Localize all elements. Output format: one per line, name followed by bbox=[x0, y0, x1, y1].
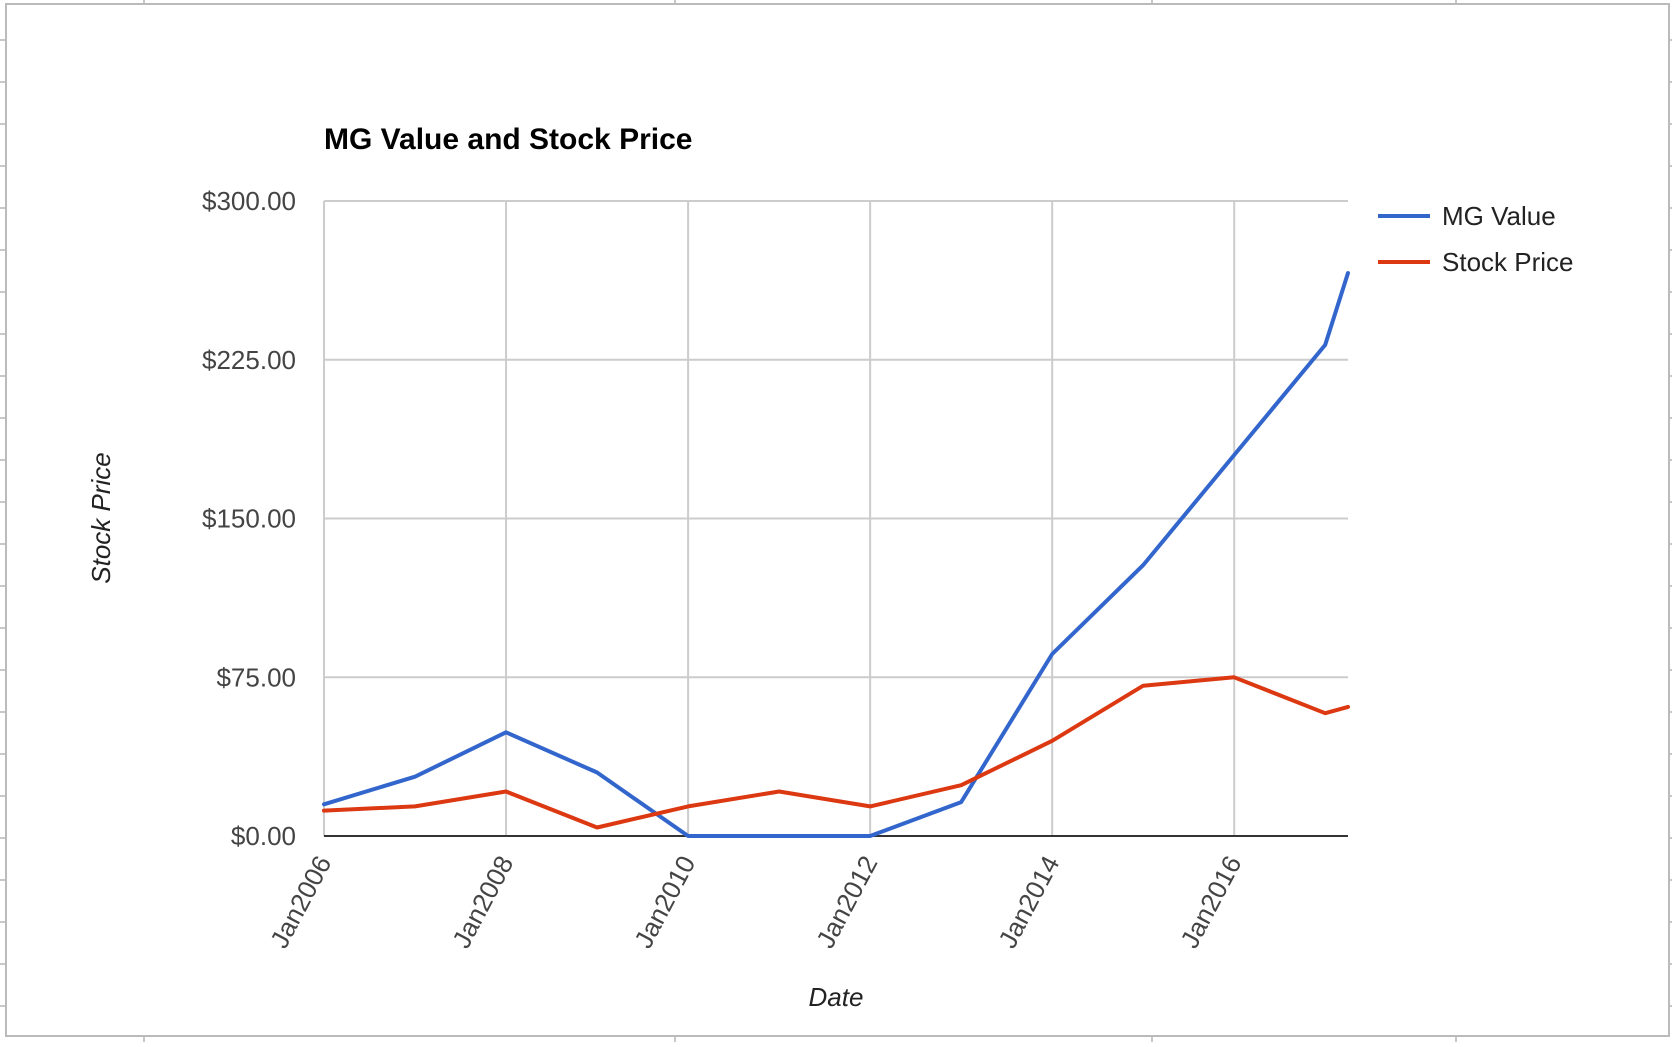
plot-grid bbox=[323, 200, 1348, 836]
chart-area bbox=[5, 3, 1670, 1037]
chart-legend: MG Value Stock Price bbox=[1378, 201, 1574, 277]
series-lines bbox=[322, 271, 1350, 838]
x-axis-title: Date bbox=[809, 982, 864, 1012]
chart-title: MG Value and Stock Price bbox=[324, 123, 692, 156]
series-line-mg-value bbox=[322, 271, 1350, 838]
series-line-stock-price bbox=[322, 675, 1350, 830]
y-axis-ticks: $0.00 $75.00 $150.00 $225.00 $300.00 bbox=[202, 186, 296, 851]
y-tick-label: $300.00 bbox=[202, 186, 296, 216]
y-tick-label: $0.00 bbox=[231, 821, 296, 851]
y-tick-label: $75.00 bbox=[216, 662, 296, 692]
y-axis-title: Stock Price bbox=[86, 452, 116, 584]
legend-label-stock-price: Stock Price bbox=[1442, 247, 1574, 277]
y-tick-label: $150.00 bbox=[202, 504, 296, 534]
legend-label-mg-value: MG Value bbox=[1442, 201, 1556, 231]
y-tick-label: $225.00 bbox=[202, 345, 296, 375]
